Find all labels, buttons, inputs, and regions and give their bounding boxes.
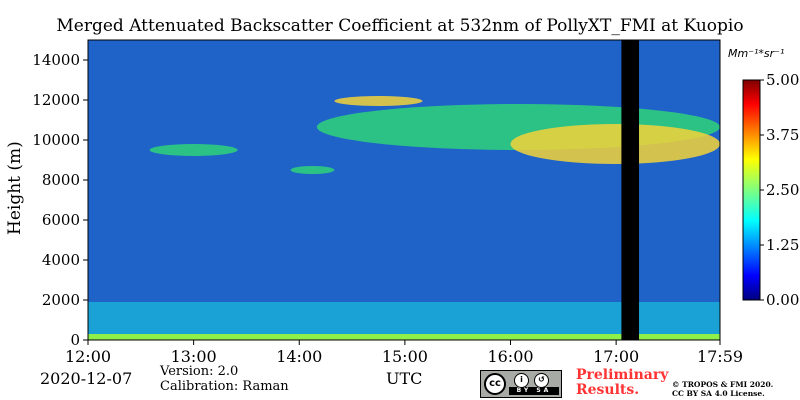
cloud-layer-3	[334, 96, 423, 106]
colorbar-tick-label: 3.75	[766, 126, 799, 144]
colorbar-ticks: 0.00 1.25 2.50 3.75 5.00	[760, 71, 799, 309]
y-tick-label: 6000	[42, 211, 80, 229]
x-tick-label: 17:59	[697, 347, 743, 366]
preliminary-line1: Preliminary	[576, 367, 669, 383]
version-label: Version: 2.0	[160, 364, 239, 379]
copyright-line2: CC BY SA 4.0 License.	[672, 389, 765, 398]
colorbar-tick-label: 2.50	[766, 181, 799, 199]
cc-icon: cc	[484, 373, 506, 395]
x-tick-label: 17:00	[593, 347, 639, 366]
x-tick-label: 13:00	[171, 347, 217, 366]
x-tick-label: 16:00	[487, 347, 533, 366]
y-tick-label: 12000	[32, 91, 80, 109]
sa-icon: ↺	[534, 373, 549, 388]
plot-frame	[87, 39, 721, 341]
cloud-layer-0	[149, 144, 238, 156]
boundary-layer	[88, 302, 720, 340]
chart-title: Merged Attenuated Backscatter Coefficien…	[56, 16, 744, 36]
copyright: © TROPOS & FMI 2020. CC BY SA 4.0 Licens…	[672, 380, 773, 398]
colorbar-tick-label: 1.25	[766, 236, 799, 254]
heatmap-background	[88, 40, 720, 340]
preliminary-line2: Results.	[576, 382, 640, 398]
y-tick-label: 2000	[42, 291, 80, 309]
date-label: 2020-12-07	[40, 369, 133, 388]
backscatter-heatmap	[88, 40, 720, 340]
y-tick-label: 4000	[42, 251, 80, 269]
colorbar	[742, 79, 761, 301]
license-bar: BY SA	[509, 387, 559, 395]
y-tick-label: 8000	[42, 171, 80, 189]
colorbar-tick-label: 5.00	[766, 71, 799, 89]
copyright-line1: © TROPOS & FMI 2020.	[672, 380, 774, 389]
axes: 12:00 13:00 14:00 15:00 16:00 17:00 17:59 0 2000…	[32, 39, 743, 366]
cc-license-badge: cc i ↺ BY SA	[480, 370, 562, 398]
x-axis-label: UTC	[386, 369, 423, 388]
version-info: Version: 2.0 Calibration: Raman	[160, 364, 289, 394]
colorbar-unit: Mm⁻¹*sr⁻¹	[728, 47, 785, 60]
x-tick-label: 12:00	[65, 347, 111, 366]
calibration-label: Calibration: Raman	[160, 379, 289, 394]
data-gap	[621, 40, 640, 340]
surface-layer	[88, 334, 720, 340]
y-tick-label: 10000	[32, 131, 80, 149]
cloud-layer-4	[510, 124, 720, 164]
by-icon: i	[514, 373, 529, 388]
y-tick-label: 0	[70, 331, 80, 349]
x-tick-label: 14:00	[276, 347, 322, 366]
y-tick-label: 14000	[32, 51, 80, 69]
cloud-layer-1	[290, 166, 335, 174]
x-tick-label: 15:00	[382, 347, 428, 366]
colorbar-tick-label: 0.00	[766, 291, 799, 309]
preliminary-notice: Preliminary Results.	[576, 368, 668, 398]
